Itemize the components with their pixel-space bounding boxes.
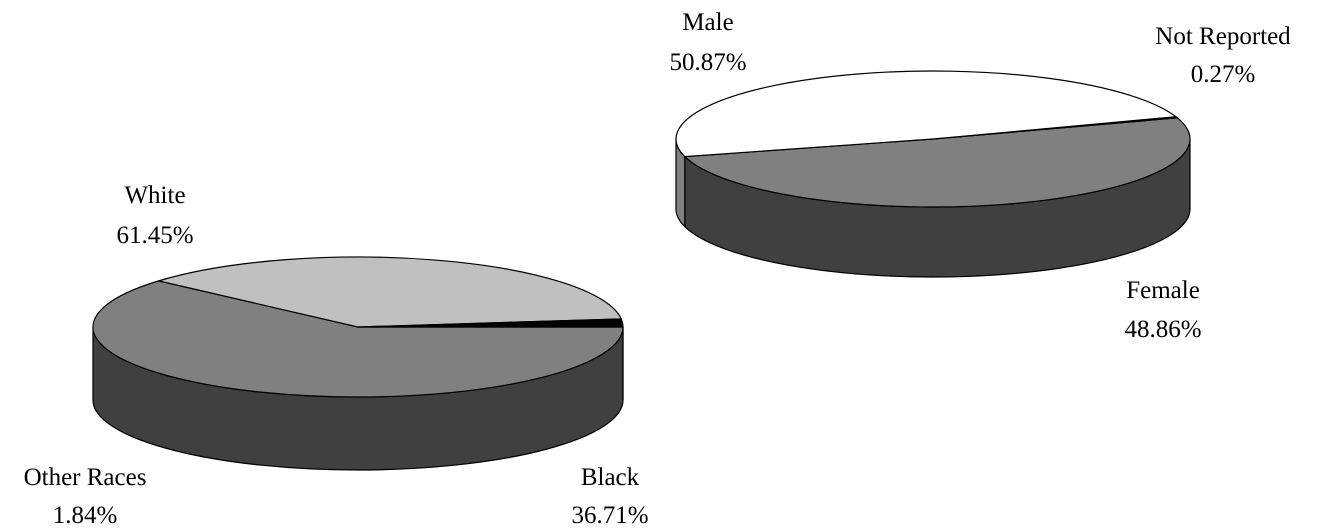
- slice-label-white: White: [124, 182, 185, 209]
- gender-pie-labels: Male 50.87% Not Reported 0.27% Female 48…: [669, 9, 1291, 343]
- slice-label-male: Male: [682, 9, 733, 36]
- slice-value-male: 50.87%: [669, 49, 746, 76]
- slice-label-female: Female: [1126, 277, 1200, 304]
- slice-top-white: [92, 280, 624, 398]
- race-pie-top: [92, 256, 624, 398]
- slice-top-female: [675, 70, 1177, 158]
- race-pie-labels: White 61.45% Black 36.71% Other Races 1.…: [24, 182, 649, 529]
- race-pie-chart: White 61.45% Black 36.71% Other Races 1.…: [24, 182, 649, 529]
- slice-top-male: [684, 117, 1191, 208]
- slice-label-black: Black: [581, 464, 640, 491]
- slice-value-black: 36.71%: [571, 502, 648, 529]
- slice-value-white: 61.45%: [116, 222, 193, 249]
- slice-value-not-reported: 0.27%: [1191, 61, 1256, 88]
- slice-label-other-races: Other Races: [24, 464, 147, 491]
- slice-label-not-reported: Not Reported: [1155, 23, 1291, 50]
- gender-pie-chart: Male 50.87% Not Reported 0.27% Female 48…: [669, 9, 1291, 343]
- slice-value-other-races: 1.84%: [53, 502, 118, 529]
- slice-top-black: [158, 256, 622, 328]
- slice-top-other-races: [357, 318, 624, 328]
- gender-pie-top: [675, 70, 1191, 208]
- slice-value-female: 48.86%: [1124, 316, 1201, 343]
